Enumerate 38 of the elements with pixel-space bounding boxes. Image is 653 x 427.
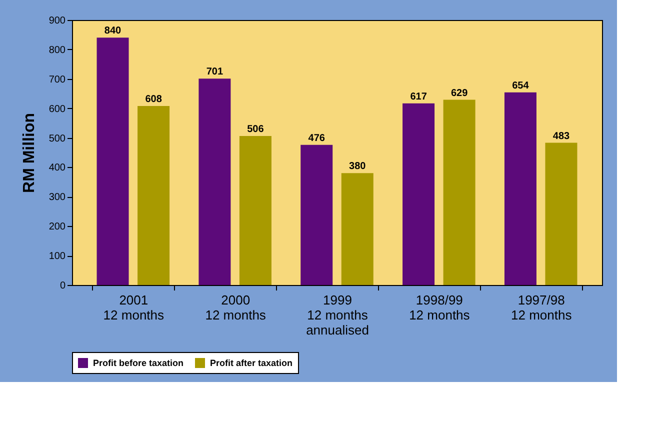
y-tick-label: 500 <box>48 133 66 144</box>
data-label: 629 <box>450 88 468 99</box>
data-label: 483 <box>552 130 570 142</box>
bar <box>96 38 129 285</box>
data-label: 701 <box>206 66 224 78</box>
bar <box>138 106 170 285</box>
x-tick-label: 1999 12 months annualised <box>306 292 369 338</box>
y-tick-label: 300 <box>48 192 66 204</box>
bar <box>545 142 578 285</box>
bar <box>239 136 272 285</box>
data-label: 380 <box>349 161 366 172</box>
y-tick-label: 0 <box>60 280 66 292</box>
data-label: 476 <box>308 132 326 144</box>
bar <box>443 100 476 285</box>
bar <box>198 78 231 285</box>
y-axis-title: RM Million <box>20 113 38 193</box>
y-tick-label: 900 <box>48 16 66 26</box>
bar <box>341 173 374 285</box>
data-label: 654 <box>512 80 530 92</box>
bar <box>300 144 333 285</box>
data-label: 506 <box>247 124 264 136</box>
x-tick-label: 2001 12 months <box>103 292 165 322</box>
legend-label: Profit before taxation <box>93 358 184 368</box>
y-tick-label: 600 <box>48 104 66 115</box>
y-tick-label: 700 <box>48 74 66 86</box>
y-tick-label: 400 <box>48 162 66 174</box>
x-tick-label: 1998/99 12 months <box>409 292 470 322</box>
x-tick-label: 1997/98 12 months <box>510 292 572 322</box>
data-label: 840 <box>104 26 122 37</box>
y-tick-label: 800 <box>48 44 66 56</box>
y-tick-label: 100 <box>48 251 66 262</box>
bar <box>504 92 536 285</box>
legend-label: Profit after taxation <box>210 358 293 368</box>
y-tick-label: 200 <box>48 222 66 233</box>
data-label: 608 <box>145 94 162 105</box>
bar <box>402 103 435 285</box>
data-label: 617 <box>410 91 428 102</box>
x-tick-label: 2000 12 months <box>205 292 266 322</box>
